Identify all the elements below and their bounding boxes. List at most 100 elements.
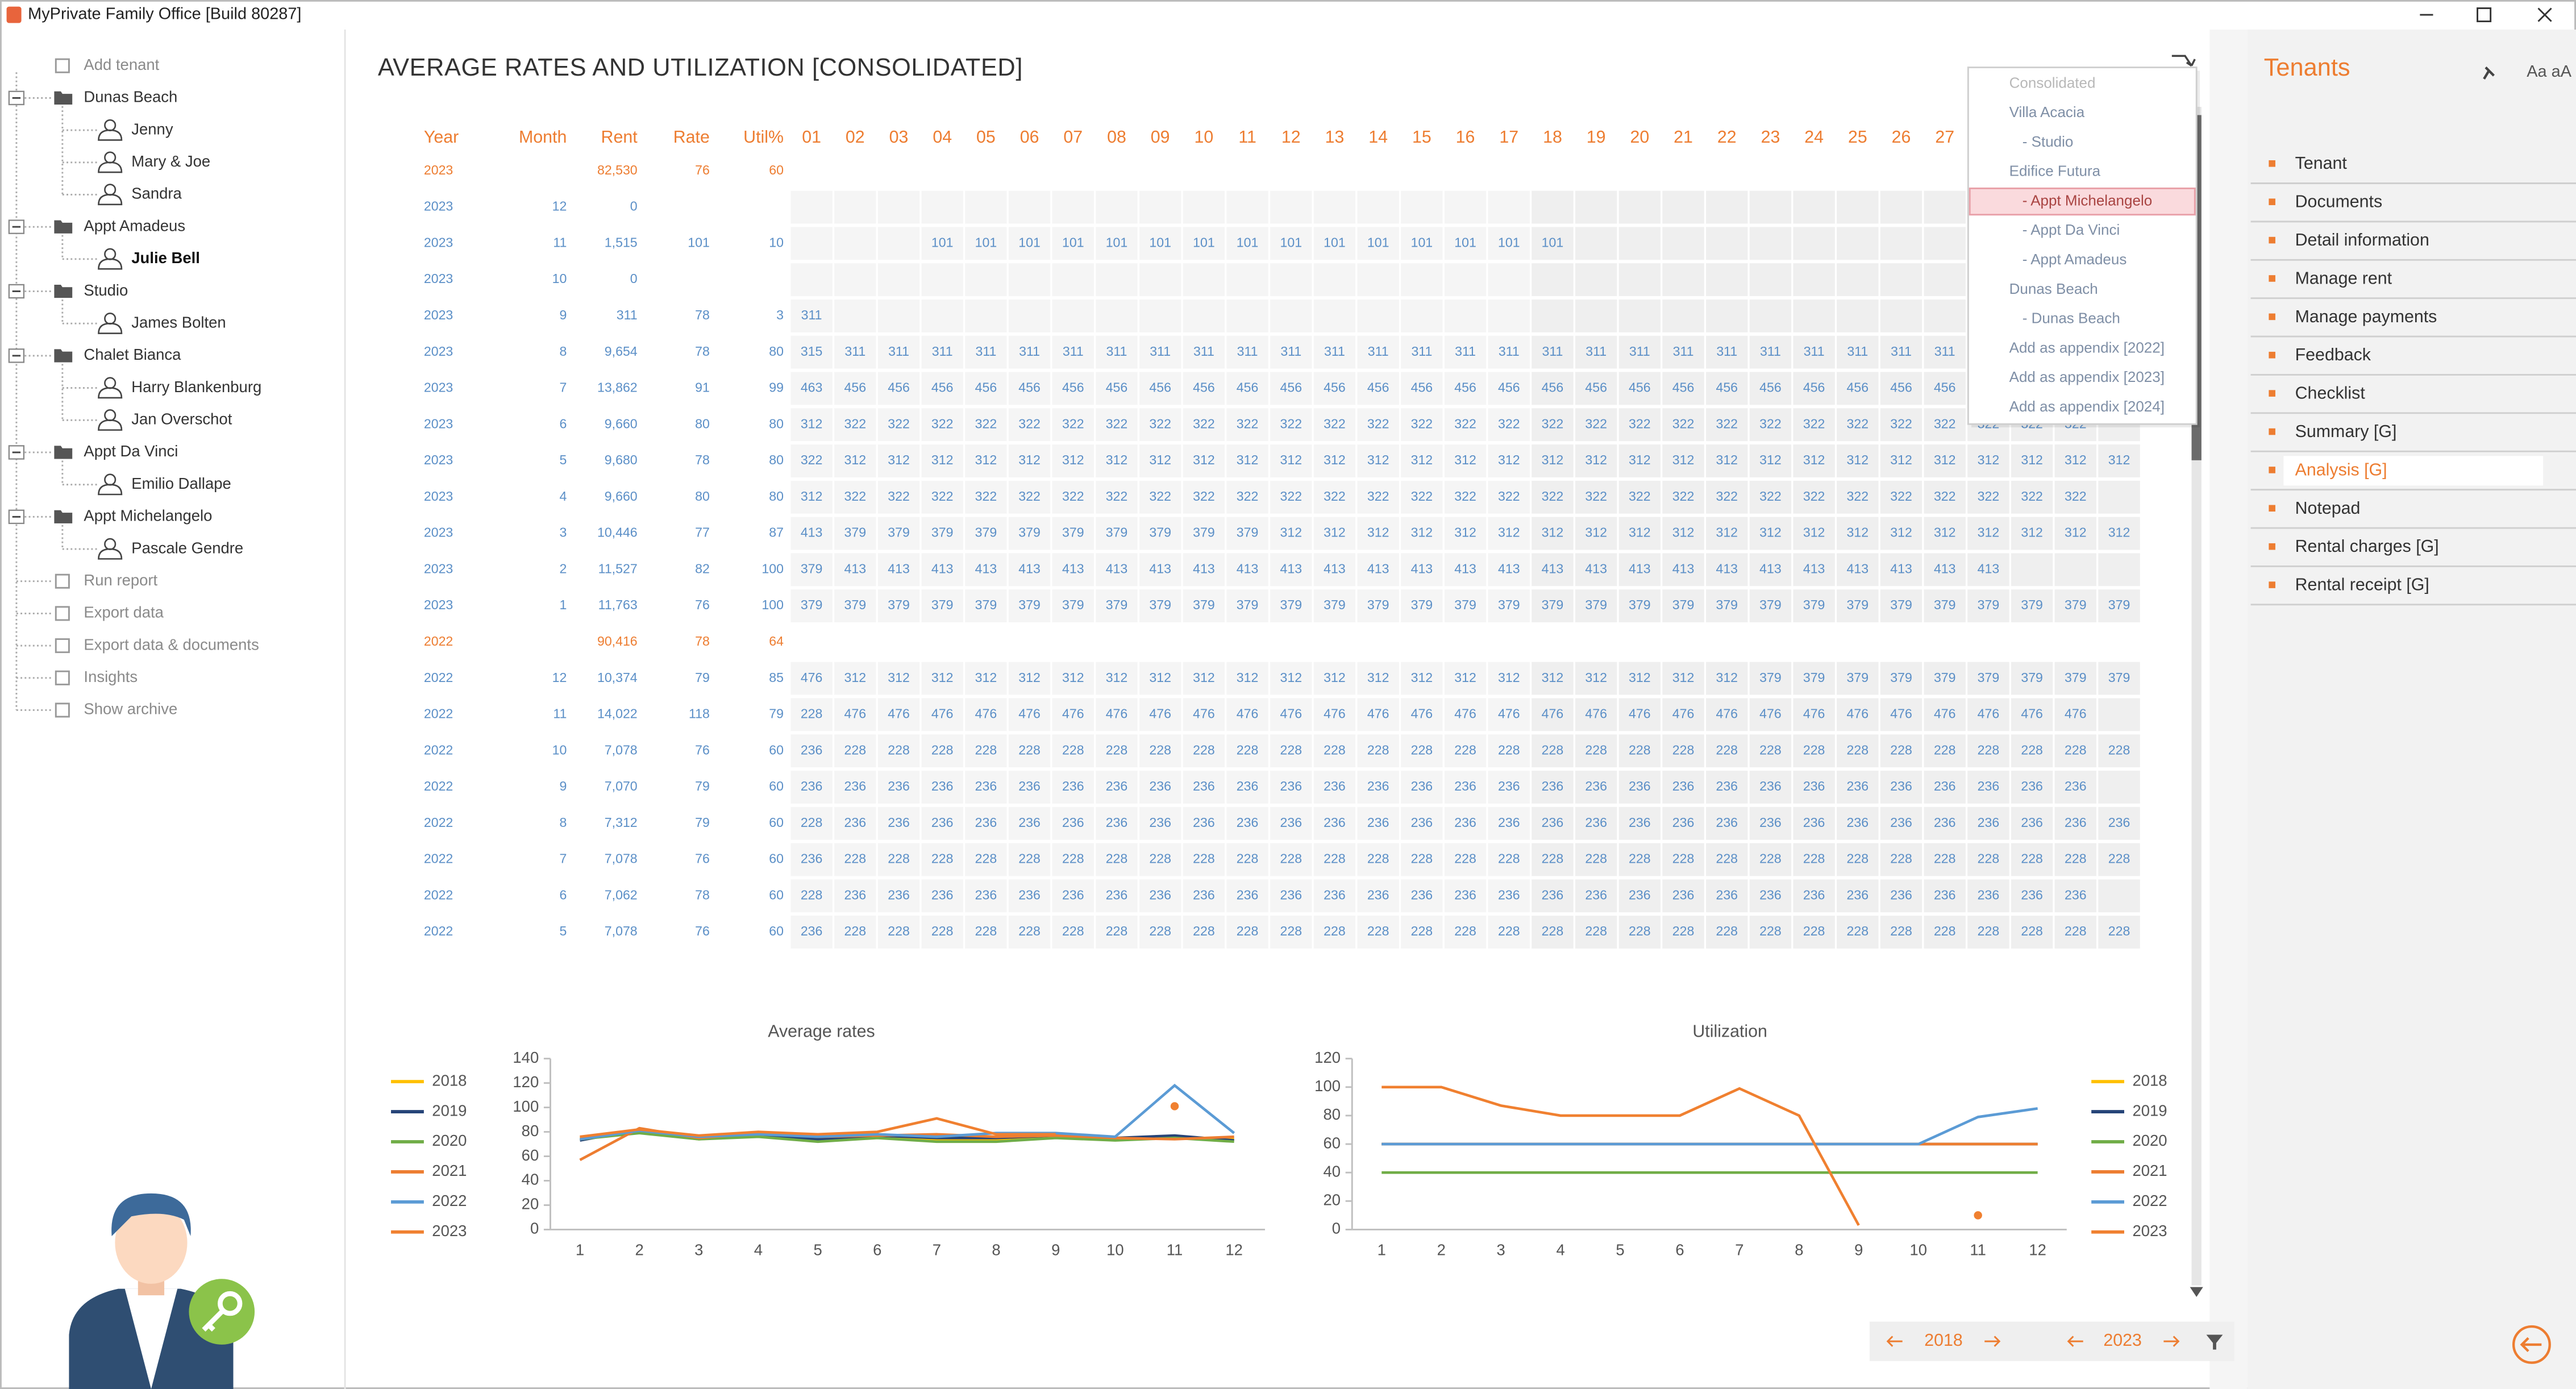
- tenant-label[interactable]: Pascale Gendre: [131, 539, 243, 556]
- day-cell: 456: [1716, 380, 1738, 395]
- tenant-label[interactable]: Emilio Dallape: [131, 475, 231, 492]
- font-toggle[interactable]: Aa aA: [2527, 63, 2571, 81]
- panel-item[interactable]: Tenant: [2295, 154, 2348, 173]
- day-cell: 228: [1237, 924, 1259, 938]
- cell-bg: [1618, 408, 1661, 442]
- dropdown-item[interactable]: Add as appendix [2024]: [2009, 398, 2165, 415]
- day-cell: 236: [1411, 815, 1433, 830]
- y-tick-label: 60: [1323, 1134, 1341, 1151]
- dropdown-item[interactable]: Add as appendix [2023]: [2009, 368, 2165, 385]
- tree-action[interactable]: Show archive: [84, 700, 177, 718]
- day-cell: 322: [1890, 489, 1912, 504]
- tenant-label[interactable]: James Bolten: [131, 313, 226, 331]
- cell-util: 10: [769, 235, 784, 249]
- tenant-label[interactable]: Jan Overschot: [131, 410, 232, 428]
- day-cell: 228: [1585, 742, 1607, 757]
- panel-item[interactable]: Rental charges [G]: [2295, 537, 2439, 556]
- cell-bg: [1706, 372, 1748, 405]
- dropdown-item[interactable]: - Dunas Beach: [2022, 310, 2120, 327]
- panel-item[interactable]: Rental receipt [G]: [2295, 576, 2429, 594]
- group-label[interactable]: Appt Da Vinci: [84, 442, 178, 460]
- cell-bg: [1357, 879, 1399, 913]
- cell-bg: [1357, 480, 1399, 514]
- dropdown-item[interactable]: Edifice Futura: [2009, 163, 2101, 180]
- day-cell: 312: [1193, 452, 1215, 467]
- tenant-label[interactable]: Julie Bell: [131, 249, 200, 267]
- panel-item[interactable]: Detail information: [2295, 231, 2429, 249]
- dropdown-item[interactable]: Dunas Beach: [2009, 280, 2098, 297]
- cell-bg: [1575, 806, 1617, 840]
- tenant-label[interactable]: Mary & Joe: [131, 152, 210, 170]
- panel-item[interactable]: Checklist: [2295, 384, 2366, 403]
- scroll-down[interactable]: [2190, 1287, 2203, 1297]
- day-cell: 379: [931, 597, 954, 612]
- panel-item[interactable]: Feedback: [2295, 346, 2371, 364]
- day-cell: 322: [1367, 416, 1389, 431]
- group-label[interactable]: Chalet Bianca: [84, 346, 181, 363]
- cell-rate: 91: [695, 380, 710, 395]
- cell-bg: [2054, 879, 2097, 913]
- group-label[interactable]: Appt Michelangelo: [84, 507, 212, 525]
- cell-bg: [790, 843, 833, 876]
- cell-bg: [965, 335, 1007, 369]
- panel-item[interactable]: Documents: [2295, 193, 2383, 211]
- report-title: AVERAGE RATES AND UTILIZATION [CONSOLIDA…: [378, 54, 1023, 81]
- day-cell: 413: [1106, 561, 1128, 576]
- next-year-from[interactable]: [1984, 1336, 2001, 1347]
- cell-bg: [1052, 589, 1095, 623]
- filter-icon[interactable]: [2206, 1334, 2223, 1350]
- day-cell: 322: [1542, 489, 1564, 504]
- cell-bg: [1662, 517, 1704, 550]
- back-button[interactable]: [2512, 1325, 2551, 1364]
- group-label[interactable]: Dunas Beach: [84, 88, 177, 106]
- panel-item[interactable]: Manage payments: [2295, 307, 2437, 326]
- prev-year-to[interactable]: [2067, 1336, 2083, 1347]
- dropdown-item[interactable]: - Studio: [2022, 133, 2074, 150]
- cell-bg: [1488, 480, 1530, 514]
- cell-bg: [1401, 263, 1443, 297]
- tenant-label[interactable]: Jenny: [131, 120, 173, 138]
- refresh-icon[interactable]: [2171, 55, 2196, 67]
- tree-action[interactable]: Add tenant: [84, 56, 159, 73]
- day-cell: 476: [1585, 706, 1607, 721]
- close-button[interactable]: [2537, 7, 2552, 22]
- tenant-label[interactable]: Sandra: [131, 185, 182, 202]
- cell-bg: [1096, 263, 1138, 297]
- cell-bg: [1967, 480, 2009, 514]
- dropdown-item[interactable]: Villa Acacia: [2009, 103, 2085, 120]
- cell-bg: [834, 698, 876, 731]
- restore-button[interactable]: [2477, 7, 2492, 23]
- dropdown-item[interactable]: - Appt Da Vinci: [2022, 221, 2120, 238]
- day-cell: 228: [1629, 742, 1651, 757]
- dropdown-item[interactable]: - Appt Michelangelo: [2022, 192, 2152, 209]
- dropdown-item[interactable]: - Appt Amadeus: [2022, 251, 2127, 268]
- prev-year-from[interactable]: [1886, 1336, 1903, 1347]
- day-cell: 413: [1193, 561, 1215, 576]
- day-cell: 312: [801, 489, 823, 504]
- group-label[interactable]: Studio: [84, 281, 128, 299]
- group-label[interactable]: Appt Amadeus: [84, 217, 185, 234]
- cell-rent: 7,062: [605, 887, 638, 902]
- tenant-label[interactable]: Harry Blankenburg: [131, 378, 261, 396]
- day-cell: 228: [1672, 742, 1695, 757]
- panel-item[interactable]: Manage rent: [2295, 269, 2392, 288]
- cell-bg: [2098, 444, 2140, 477]
- tree-action[interactable]: Export data: [84, 604, 164, 621]
- panel-item[interactable]: Analysis [G]: [2295, 460, 2387, 479]
- cell-util: 64: [769, 634, 784, 648]
- cell-util: 100: [761, 561, 784, 576]
- tree-action[interactable]: Run report: [84, 571, 157, 589]
- cell-bg: [1749, 480, 1792, 514]
- next-year-to[interactable]: [2163, 1336, 2180, 1347]
- pin-icon[interactable]: [2483, 66, 2495, 80]
- day-cell: 413: [1411, 561, 1433, 576]
- day-cell: 236: [975, 887, 997, 902]
- cell-bg: [1618, 444, 1661, 477]
- cell-bg: [1749, 227, 1792, 260]
- tree-action[interactable]: Export data & documents: [84, 635, 259, 653]
- tree-action[interactable]: Insights: [84, 668, 138, 685]
- panel-item[interactable]: Notepad: [2295, 499, 2361, 518]
- dropdown-item[interactable]: Add as appendix [2022]: [2009, 339, 2165, 356]
- day-cell: 312: [1672, 525, 1695, 540]
- panel-item[interactable]: Summary [G]: [2295, 422, 2397, 441]
